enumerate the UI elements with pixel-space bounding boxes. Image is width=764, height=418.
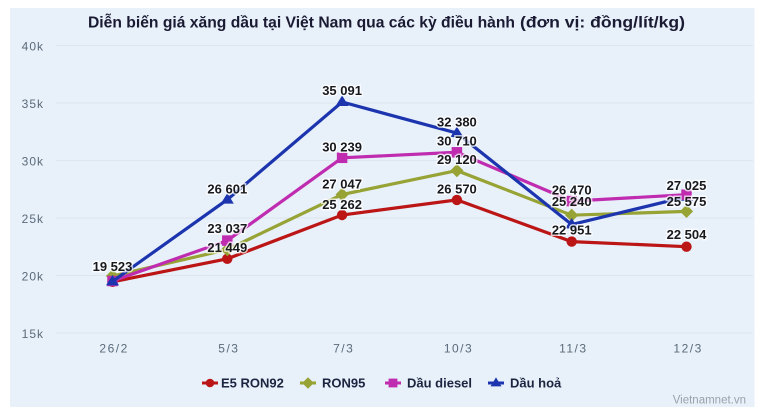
svg-text:30 239: 30 239 [322,140,362,155]
svg-text:40k: 40k [22,40,44,54]
svg-text:21 449: 21 449 [207,240,247,255]
svg-text:23 037: 23 037 [207,221,247,236]
svg-text:E5 RON92: E5 RON92 [221,376,284,391]
svg-text:RON95: RON95 [322,376,365,391]
svg-text:10/3: 10/3 [444,342,473,356]
svg-text:27 047: 27 047 [322,177,362,192]
svg-text:7/3: 7/3 [333,342,354,356]
svg-text:26 470: 26 470 [552,182,592,197]
svg-text:25 240: 25 240 [552,194,592,209]
svg-text:5/3: 5/3 [218,342,239,356]
svg-text:20k: 20k [22,270,44,284]
svg-text:11/3: 11/3 [559,342,587,356]
svg-text:22 951: 22 951 [552,223,592,238]
svg-text:30 710: 30 710 [437,133,477,148]
svg-text:25 575: 25 575 [667,194,707,209]
svg-text:Vietnamnet.vn: Vietnamnet.vn [673,395,746,407]
svg-text:Diễn biến giá xăng dầu tại Việ: Diễn biến giá xăng dầu tại Việt Nam qua … [88,12,515,31]
svg-text:30k: 30k [22,155,44,169]
svg-text:35 091: 35 091 [322,83,362,98]
svg-text:(đơn vị: đồng/lít/kg): (đơn vị: đồng/lít/kg) [520,14,685,31]
svg-text:32 380: 32 380 [437,115,477,130]
svg-text:26/2: 26/2 [99,342,128,356]
svg-text:Dầu hoả: Dầu hoả [510,376,562,391]
svg-text:Dầu diesel: Dầu diesel [407,376,472,391]
svg-text:22 504: 22 504 [667,227,708,242]
svg-text:26 570: 26 570 [437,182,477,197]
svg-text:25k: 25k [22,212,44,226]
svg-text:29 120: 29 120 [437,152,477,167]
svg-text:19 523: 19 523 [93,259,133,274]
svg-text:12/3: 12/3 [673,342,702,356]
svg-text:27 025: 27 025 [667,178,707,193]
svg-text:25 262: 25 262 [322,197,362,212]
svg-text:26 601: 26 601 [207,182,247,197]
svg-text:35k: 35k [22,97,44,111]
svg-text:15k: 15k [22,327,44,341]
